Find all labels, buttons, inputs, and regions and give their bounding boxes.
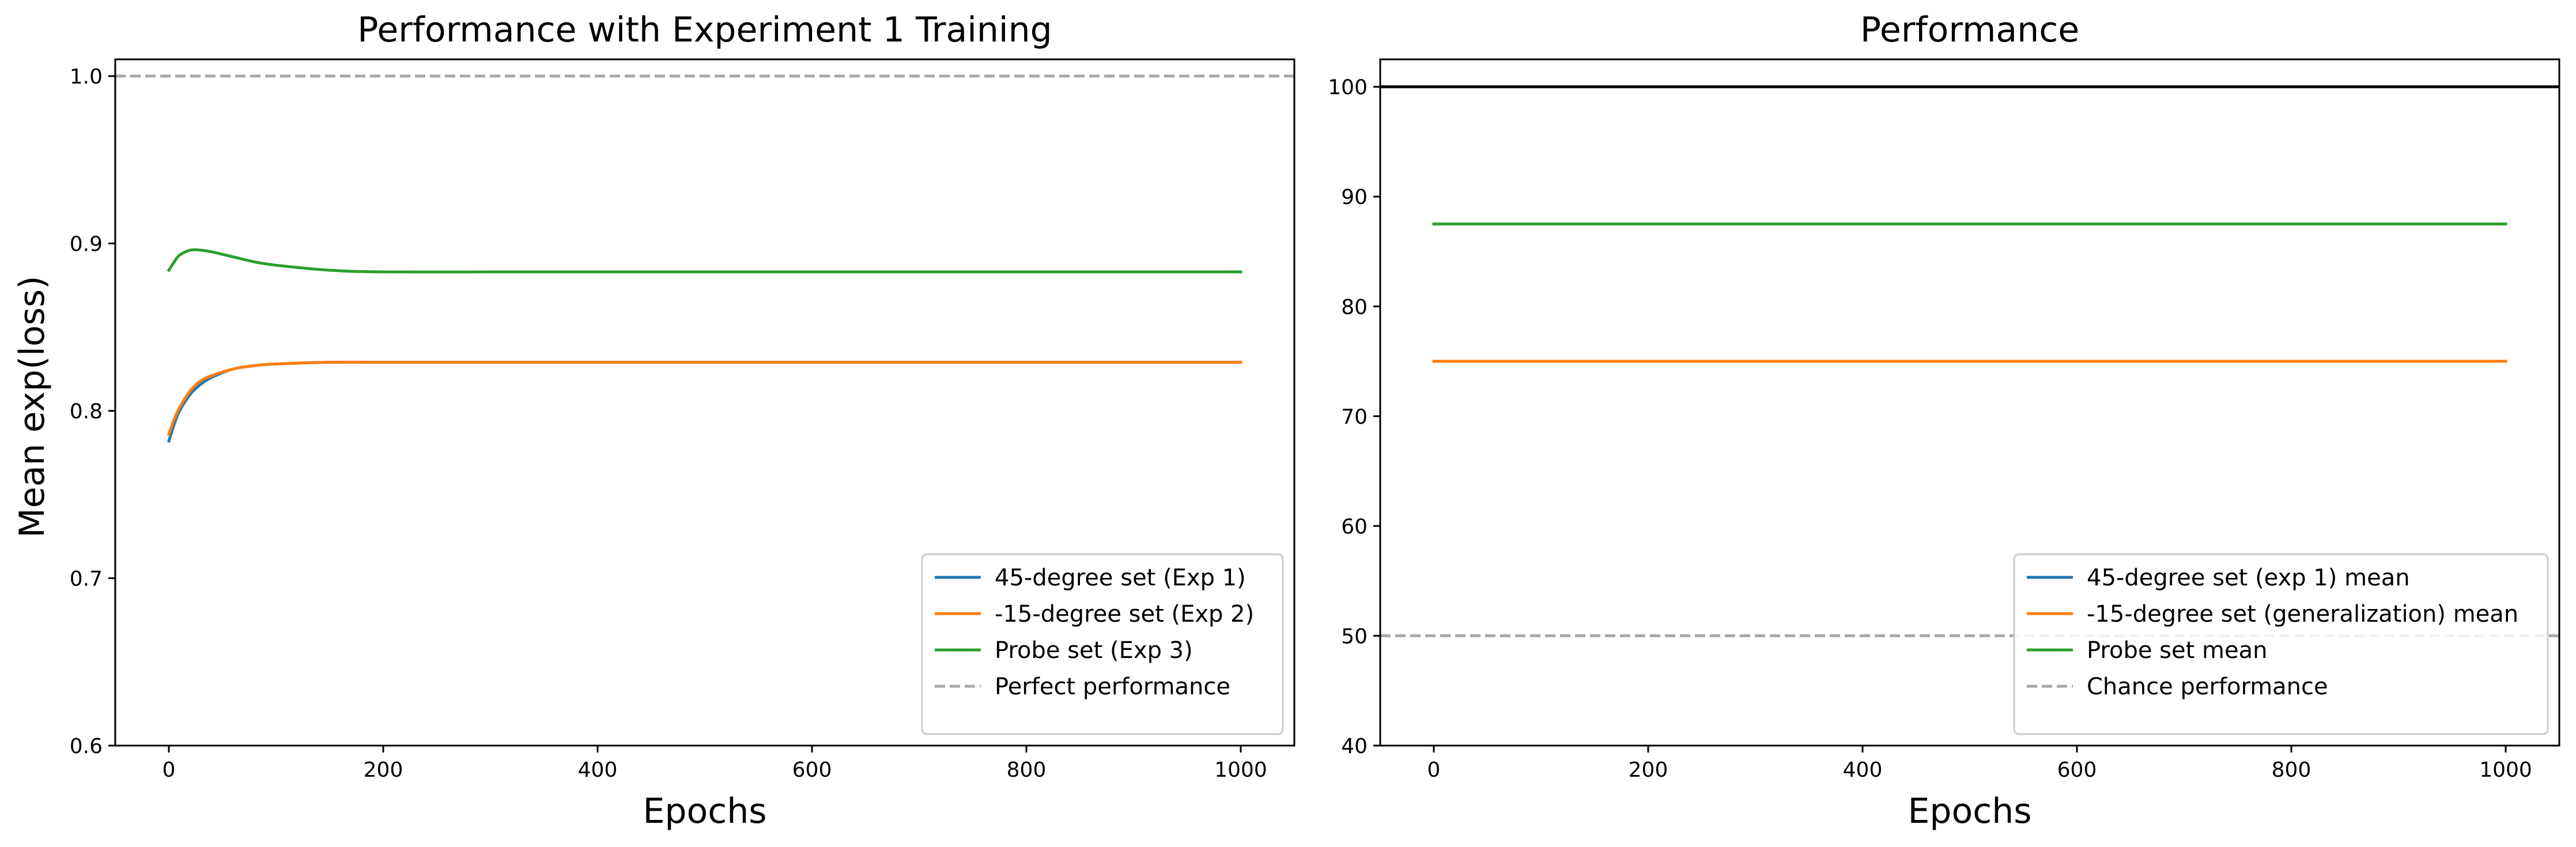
left-chart-y-tick-label: 0.7 xyxy=(70,568,103,591)
right-chart-legend-label-chance-performance: Chance performance xyxy=(2087,674,2328,700)
left-chart-series-probe-set-exp-3 xyxy=(167,248,1242,274)
left-chart-frame xyxy=(114,58,1295,747)
right-chart-x-tick-label: 600 xyxy=(2057,758,2097,782)
left-chart-y-axis-label: Mean exp(loss) xyxy=(12,276,52,538)
right-chart-y-tick-label: 100 xyxy=(1328,76,1368,100)
left-chart-x-axis-label: Epochs xyxy=(643,791,767,831)
left-chart-legend-box xyxy=(921,553,1284,735)
right-chart-legend: 45-degree set (exp 1) mean -15-degree set… xyxy=(2013,553,2549,735)
left-chart: Performance with Experiment 1 Training 0… xyxy=(12,10,1295,831)
right-chart-y-tick-label: 80 xyxy=(1341,296,1368,319)
left-chart-legend-label-probe-set-exp-3: Probe set (Exp 3) xyxy=(995,637,1193,664)
right-chart-x-tick-label: 1000 xyxy=(2479,758,2532,782)
right-chart-legend-label-45-degree-set-exp-1-mean: 45-degree set (exp 1) mean xyxy=(2087,565,2410,591)
left-chart-x-tick-label: 0 xyxy=(163,758,176,782)
right-chart-title: Performance xyxy=(1860,10,2079,50)
right-chart-legend-box xyxy=(2013,553,2549,735)
left-chart-x-tick-label: 200 xyxy=(364,758,403,782)
right-chart-x-tick-label: 0 xyxy=(1427,758,1441,782)
right-chart-x-tick-label: 800 xyxy=(2272,758,2311,782)
right-chart-y-tick-label: 40 xyxy=(1341,735,1368,758)
left-chart-plot-area xyxy=(115,74,1294,443)
left-chart-y-tick-label: 0.6 xyxy=(70,735,103,758)
left-chart-x-tick-label: 1000 xyxy=(1214,758,1267,782)
right-chart-ticks: 0 200 400 600 800 1000 40 50 60 70 80 90 100 xyxy=(1328,76,2532,782)
left-chart-legend: 45-degree set (Exp 1) -15-degree set (Exp… xyxy=(921,553,1284,735)
left-chart-x-tick-label: 600 xyxy=(792,758,832,782)
right-chart-y-tick-label: 90 xyxy=(1341,186,1368,209)
left-chart-legend-label-perfect-performance: Perfect performance xyxy=(995,674,1230,700)
left-chart-x-tick-label: 400 xyxy=(578,758,618,782)
right-chart-y-tick-label: 50 xyxy=(1341,625,1368,648)
left-chart-ticks: 0 200 400 600 800 1000 0.6 0.7 0.8 0.9 1.0 xyxy=(70,65,1267,782)
left-chart-x-tick-label: 800 xyxy=(1007,758,1047,782)
left-chart-legend-label-45-degree-set-exp-1: 45-degree set (Exp 1) xyxy=(995,565,1246,591)
right-chart-y-tick-label: 60 xyxy=(1341,515,1368,539)
left-chart-title: Performance with Experiment 1 Training xyxy=(357,10,1052,50)
right-chart-legend-label-probe-set-mean: Probe set mean xyxy=(2087,637,2267,664)
left-chart-y-tick-label: 1.0 xyxy=(70,65,103,89)
right-chart: Performance 0 200 400 600 800 1000 40 50 60 70 80 9… xyxy=(1328,10,2560,831)
left-chart-y-tick-label: 0.9 xyxy=(70,233,103,256)
left-chart-y-tick-label: 0.8 xyxy=(70,400,103,423)
right-chart-legend-label-15-degree-set-generalization-mean: -15-degree set (generalization) mean xyxy=(2087,601,2518,627)
left-chart-legend-label-15-degree-set-exp-2: -15-degree set (Exp 2) xyxy=(995,601,1254,627)
right-chart-x-tick-label: 200 xyxy=(1629,758,1668,782)
right-chart-frame xyxy=(1379,58,2560,747)
right-chart-y-tick-label: 70 xyxy=(1341,405,1368,429)
right-chart-x-tick-label: 400 xyxy=(1843,758,1883,782)
right-chart-x-axis-label: Epochs xyxy=(1908,791,2032,831)
left-chart-series-15-degree-set-exp-2 xyxy=(167,361,1242,436)
